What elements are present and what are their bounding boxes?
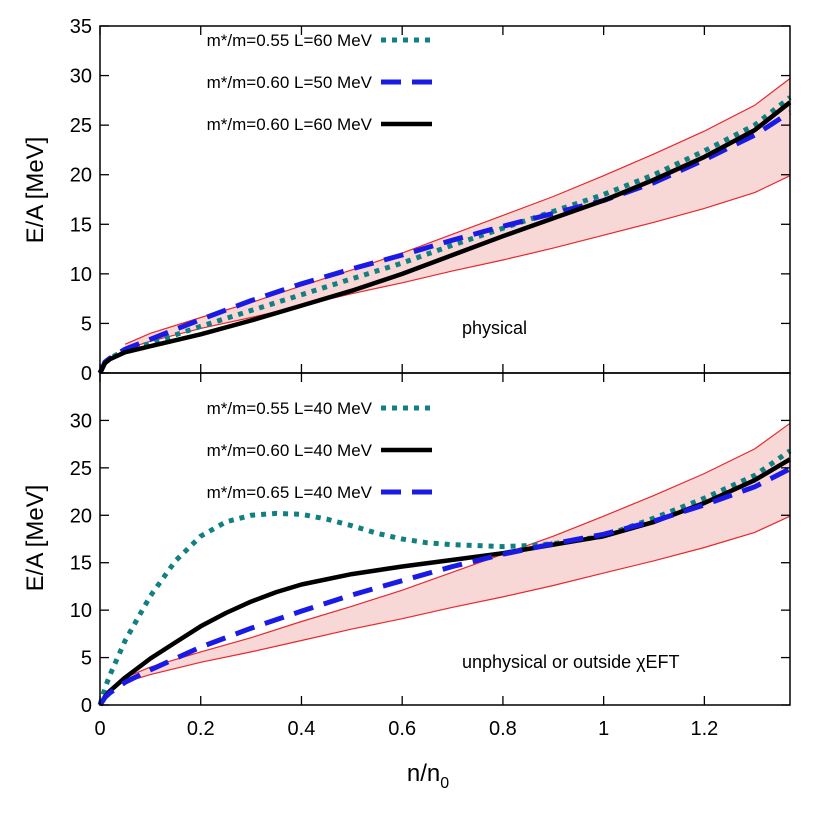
xtick-label: 0.6 [388, 718, 416, 740]
xtick-label: 0 [94, 718, 105, 740]
x-axis-label-subscript: 0 [440, 775, 449, 792]
bottom-plot-frame [99, 372, 791, 706]
top-ytick-label: 35 [70, 16, 92, 38]
bottom-ytick-label: 30 [70, 410, 92, 432]
top-ytick-label: 20 [70, 165, 92, 187]
bottom-band-upper-edge [124, 422, 791, 679]
top-ytick-label: 25 [70, 115, 92, 137]
x-axis-label-main: n/n [407, 760, 440, 787]
xtick-label: 0.2 [187, 718, 215, 740]
xtick-label: 1 [598, 718, 609, 740]
bottom-legend-label-1: m*/m=0.55 L=40 MeV [207, 399, 373, 418]
top-ytick-label: 10 [70, 264, 92, 286]
bottom-ytick-label: 10 [70, 600, 92, 622]
bottom-annotation: unphysical or outside χEFT [462, 652, 680, 672]
top-legend-label-1: m*/m=0.55 L=60 MeV [207, 31, 373, 50]
bottom-y-axis-label: E/A [MeV] [22, 485, 49, 592]
top-annotation: physical [462, 318, 527, 338]
bottom-ytick-label: 25 [70, 458, 92, 480]
bottom-ytick-label: 0 [81, 695, 92, 717]
bottom-ticks: 0 5 10 15 20 25 30 0 0.2 0.4 0.6 0.8 1 1.2 [70, 373, 790, 740]
top-panel: 0 5 10 15 20 25 30 35 E/A [MeV] physical m*/m=0… [22, 16, 792, 385]
bottom-band [124, 422, 791, 683]
bottom-legend-label-2: m*/m=0.60 L=40 MeV [207, 441, 373, 460]
top-y-axis-label: E/A [MeV] [22, 137, 49, 244]
top-ticks: 0 5 10 15 20 25 30 35 [70, 16, 790, 385]
top-ytick-label: 30 [70, 66, 92, 88]
bottom-legend-label-3: m*/m=0.65 L=40 MeV [207, 483, 373, 502]
top-series-1-line [97, 95, 792, 375]
bottom-ytick-label: 5 [81, 648, 92, 670]
x-axis-label: n/n0 [407, 760, 449, 792]
bottom-band-lower-edge [125, 515, 791, 683]
top-series-3-line [97, 100, 792, 375]
bottom-frame [99, 372, 791, 706]
xtick-label: 1.2 [690, 718, 718, 740]
top-ytick-label: 0 [81, 363, 92, 385]
xtick-label: 0.4 [288, 718, 316, 740]
bottom-ytick-label: 15 [70, 553, 92, 575]
bottom-ytick-label: 20 [70, 505, 92, 527]
xtick-label: 0.8 [489, 718, 517, 740]
top-ytick-label: 15 [70, 214, 92, 236]
top-series [97, 95, 792, 375]
top-series-2-line [97, 110, 792, 375]
bottom-band-fill [125, 423, 790, 683]
bottom-legend: m*/m=0.55 L=40 MeV m*/m=0.60 L=40 MeV m*/m… [207, 399, 432, 502]
top-legend-label-2: m*/m=0.60 L=50 MeV [207, 73, 373, 92]
top-legend-label-3: m*/m=0.60 L=60 MeV [207, 115, 373, 134]
top-ytick-label: 5 [81, 313, 92, 335]
bottom-series [97, 448, 792, 707]
top-band-lower-edge [125, 175, 791, 350]
bottom-series-3-line [97, 466, 792, 707]
top-legend: m*/m=0.55 L=60 MeV m*/m=0.60 L=50 MeV m*/m… [207, 31, 432, 134]
